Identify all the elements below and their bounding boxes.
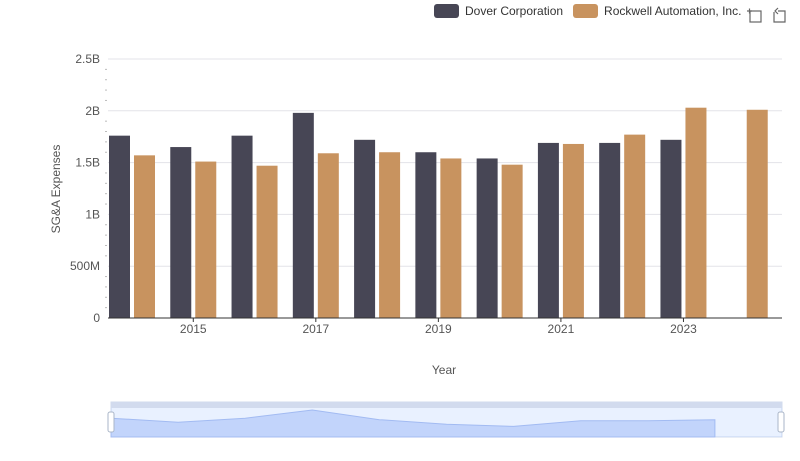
bar-rockwell-2020[interactable] [501, 164, 523, 318]
bar-dover-2019[interactable] [415, 152, 437, 318]
bar-rockwell-2017[interactable] [317, 153, 339, 318]
data-zoom-slider[interactable] [107, 401, 785, 438]
bar-rockwell-2015[interactable] [195, 161, 217, 318]
bar-rockwell-2019[interactable] [440, 158, 462, 318]
y-tick-label: 0 [93, 311, 100, 325]
legend-item-rockwell[interactable]: Rockwell Automation, Inc. [573, 4, 741, 18]
x-tick-label: 2023 [670, 322, 697, 336]
x-tick-label: 2015 [180, 322, 207, 336]
x-axis-ticks: 2015 2017 2019 2021 2023 [180, 318, 697, 336]
data-zoom-top-bar[interactable] [111, 402, 782, 408]
bar-rockwell-2016[interactable] [256, 165, 278, 318]
zoom-icon[interactable] [746, 6, 764, 24]
bar-dover-2021[interactable] [537, 142, 559, 318]
bar-dover-2020[interactable] [476, 158, 498, 318]
bar-dover-2014[interactable] [109, 135, 130, 318]
legend-swatch-rockwell [573, 4, 599, 18]
bar-dover-2022[interactable] [599, 142, 621, 318]
y-tick-label: 1B [85, 207, 100, 221]
bar-rockwell-2018[interactable] [379, 152, 401, 318]
bar-rockwell-2021[interactable] [562, 143, 584, 318]
bar-dover-2023[interactable] [660, 139, 682, 318]
y-tick-label: 1.5B [75, 156, 100, 170]
x-tick-label: 2021 [548, 322, 575, 336]
legend-label-dover: Dover Corporation [465, 4, 564, 18]
bars [109, 107, 768, 318]
bar-dover-2018[interactable] [354, 139, 376, 318]
bar-rockwell-2024[interactable] [746, 109, 768, 318]
y-axis-ticks: 0 500M 1B 1.5B 2B 2.5B [70, 52, 100, 325]
legend-item-dover[interactable]: Dover Corporation [434, 4, 563, 18]
data-zoom-handle-left[interactable] [107, 411, 115, 433]
legend-swatch-dover [434, 4, 459, 18]
x-axis-title: Year [432, 363, 456, 377]
bar-rockwell-2023[interactable] [685, 107, 707, 318]
bar-rockwell-2022[interactable] [624, 134, 646, 318]
data-zoom-preview-area [110, 409, 716, 438]
x-tick-label: 2019 [425, 322, 452, 336]
legend-label-rockwell: Rockwell Automation, Inc. [604, 4, 742, 18]
bar-dover-2017[interactable] [292, 112, 314, 318]
bar-dover-2016[interactable] [231, 135, 253, 318]
bar-rockwell-2014[interactable] [134, 155, 155, 318]
y-axis-title: SG&A Expenses [49, 145, 63, 234]
legend: Dover Corporation Rockwell Automation, I… [434, 4, 741, 18]
bar-dover-2015[interactable] [170, 147, 192, 318]
y-tick-label: 2.5B [75, 52, 100, 66]
restore-icon[interactable] [770, 6, 788, 24]
toolbox [746, 6, 788, 24]
data-zoom-selection[interactable] [111, 408, 782, 437]
x-tick-label: 2017 [302, 322, 329, 336]
data-zoom-handle-right[interactable] [777, 411, 785, 433]
y-tick-label: 2B [85, 104, 100, 118]
y-tick-label: 500M [70, 259, 100, 273]
